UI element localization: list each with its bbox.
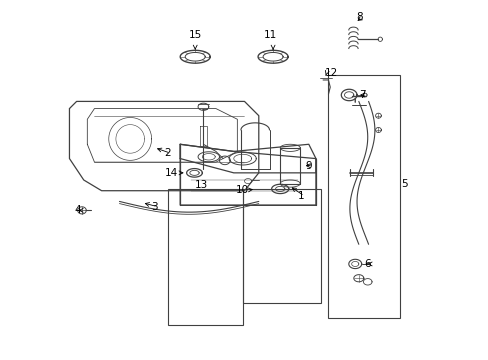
Text: 2: 2 (164, 148, 170, 158)
Text: 9: 9 (305, 161, 311, 171)
Text: 15: 15 (188, 30, 202, 40)
Text: 4: 4 (75, 205, 81, 215)
Bar (167, 189, 242, 325)
Text: 6: 6 (364, 259, 370, 269)
Text: 14: 14 (165, 168, 178, 178)
Bar (328, 75, 399, 318)
Text: 11: 11 (264, 30, 277, 40)
Text: 13: 13 (195, 180, 208, 190)
Text: 12: 12 (324, 68, 337, 78)
Text: 3: 3 (151, 202, 158, 212)
Text: 10: 10 (236, 185, 248, 195)
Text: 1: 1 (298, 191, 304, 201)
Bar (242, 189, 321, 303)
Text: 7: 7 (358, 90, 365, 100)
Text: 5: 5 (401, 179, 407, 189)
Text: 8: 8 (355, 13, 362, 22)
